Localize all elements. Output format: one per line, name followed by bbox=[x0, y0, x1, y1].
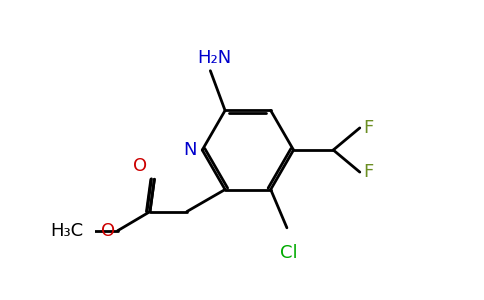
Text: F: F bbox=[363, 163, 374, 181]
Text: N: N bbox=[183, 141, 197, 159]
Text: H₂N: H₂N bbox=[197, 49, 232, 67]
Text: F: F bbox=[363, 119, 374, 137]
Text: O: O bbox=[101, 222, 115, 240]
Text: H₃C: H₃C bbox=[51, 222, 84, 240]
Text: O: O bbox=[133, 157, 147, 175]
Text: Cl: Cl bbox=[280, 244, 297, 262]
